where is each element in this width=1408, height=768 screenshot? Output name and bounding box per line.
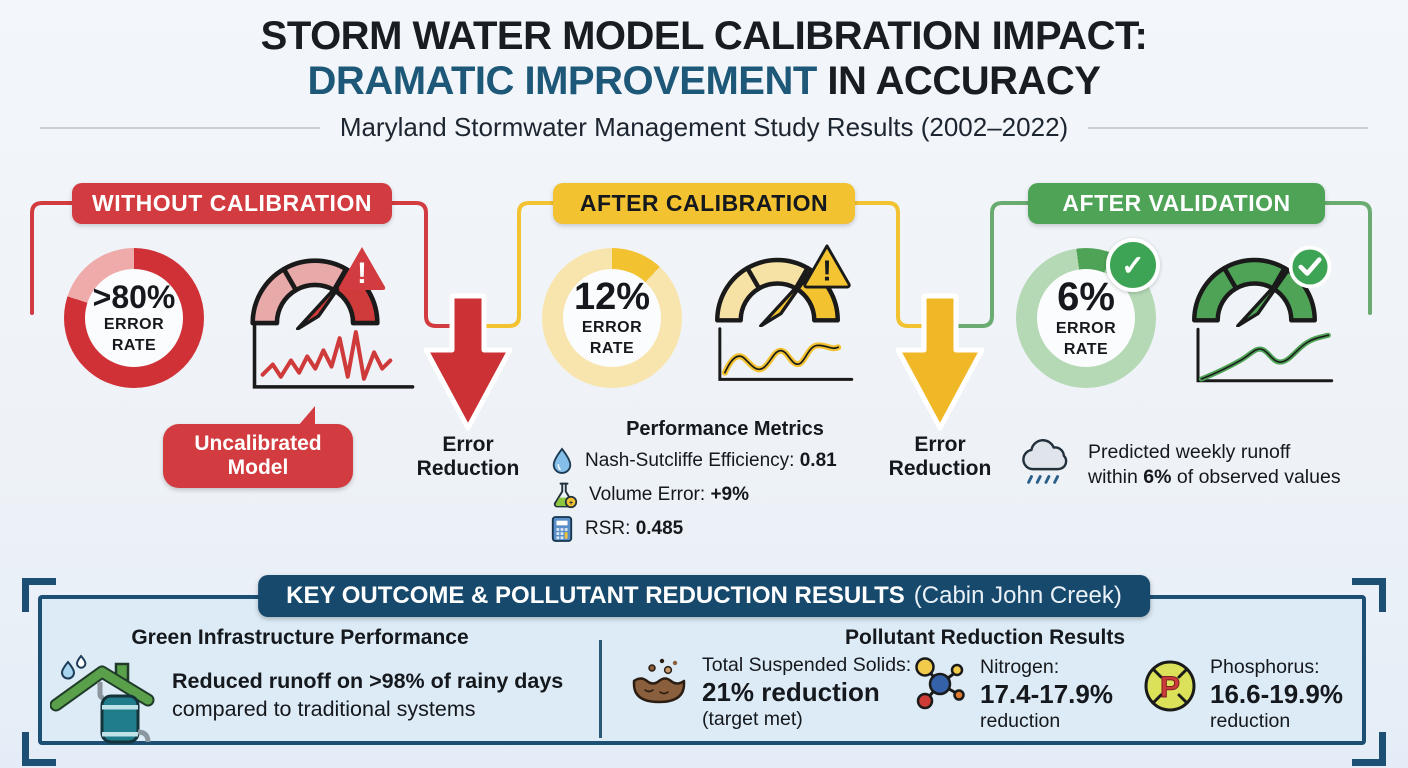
metrics-title: Performance Metrics: [626, 418, 824, 440]
warning-icon: !: [803, 244, 851, 289]
green-infrastructure-title: Green Infrastructure Performance: [131, 626, 469, 649]
panel-header-after-validation: AFTER VALIDATION: [1028, 183, 1325, 224]
panel-header-after-calibration: AFTER CALIBRATION: [553, 183, 855, 224]
calculator-icon: [551, 516, 573, 542]
corner-bracket: [1352, 732, 1386, 766]
svg-text:P: P: [1160, 671, 1180, 704]
validation-note-text: Predicted weekly runoff within 6% of obs…: [1088, 441, 1341, 489]
green-infrastructure-text: Reduced runoff on >98% of rainy days com…: [172, 669, 564, 721]
sediment-icon: [632, 658, 686, 704]
svg-text:!: !: [357, 257, 367, 290]
divider-line-right: [1088, 126, 1368, 129]
subtitle: Maryland Stormwater Management Study Res…: [339, 112, 1069, 142]
warning-icon: !: [338, 247, 386, 290]
metric-nash-sutcliffe: Nash-Sutcliffe Efficiency: 0.81: [550, 447, 900, 475]
divider-line-left: [40, 126, 320, 129]
error-rate-value: 12%: [573, 276, 651, 319]
rain-cloud-icon: [1022, 439, 1068, 484]
corner-bracket: [22, 578, 56, 612]
svg-text:+: +: [569, 500, 573, 507]
error-reduction-label-1: Error Reduction: [416, 433, 520, 481]
metric-rsr: RSR: 0.485: [550, 515, 900, 543]
title-line2: DRAMATIC IMPROVEMENT IN ACCURACY: [0, 59, 1408, 104]
flask-icon: +: [553, 482, 578, 509]
error-reduction-label-2: Error Reduction: [888, 433, 992, 481]
noisy-line-chart-icon: [252, 324, 415, 389]
page-title: STORM WATER MODEL CALIBRATION IMPACT: DR…: [0, 14, 1408, 104]
corner-bracket: [22, 732, 56, 766]
error-rate-label: ERROR: [581, 319, 643, 337]
rain-barrel-icon: [50, 654, 155, 744]
error-rate-value: 6%: [1057, 275, 1115, 320]
title-rest: IN ACCURACY: [816, 58, 1101, 103]
metric-volume-error: + Volume Error: +9%: [550, 481, 900, 509]
banner-title: KEY OUTCOME & POLLUTANT REDUCTION RESULT…: [286, 582, 905, 609]
pollutant-item-tss: Total Suspended Solids: 21% reduction (t…: [628, 654, 911, 731]
title-line1: STORM WATER MODEL CALIBRATION IMPACT:: [260, 14, 1148, 58]
validation-note: Predicted weekly runoff within 6% of obs…: [1016, 436, 1401, 492]
title-highlight: DRAMATIC IMPROVEMENT: [307, 58, 818, 103]
error-reduction-arrow-yellow: [895, 293, 985, 431]
error-rate-label: ERROR: [1055, 320, 1117, 338]
panel-header-without-calibration: WITHOUT CALIBRATION: [72, 183, 392, 224]
check-icon: [1288, 245, 1332, 289]
pollutant-results-title: Pollutant Reduction Results: [844, 626, 1125, 649]
gauge-icon-green: [1192, 257, 1317, 327]
phosphorus-icon: P: [1144, 660, 1196, 712]
callout-line1: Uncalibrated: [194, 431, 322, 455]
section-divider: [599, 640, 602, 738]
corner-bracket: [1352, 578, 1386, 612]
error-rate-label: RATE: [589, 340, 635, 357]
banner-subtitle: (Cabin John Creek): [913, 582, 1122, 609]
pollutant-item-phosphorus: P Phosphorus: 16.6-19.9% reduction: [1142, 656, 1343, 733]
error-rate-label: ERROR: [103, 316, 165, 334]
molecule-icon: [915, 657, 965, 710]
water-drop-icon: [552, 447, 572, 474]
error-rate-label: RATE: [111, 337, 157, 354]
check-icon: ✓: [1106, 238, 1160, 292]
key-outcome-banner: KEY OUTCOME & POLLUTANT REDUCTION RESULT…: [258, 575, 1150, 617]
uncalibrated-model-callout: Uncalibrated Model: [163, 406, 353, 488]
callout-line2: Model: [227, 456, 289, 479]
svg-text:!: !: [822, 255, 832, 287]
error-rate-label: RATE: [1063, 341, 1109, 358]
error-reduction-arrow-red: [423, 293, 513, 431]
error-rate-donut-uncalibrated: >80% ERROR RATE: [64, 248, 204, 388]
error-rate-donut-calibrated: 12% ERROR RATE: [542, 248, 682, 388]
error-rate-value: >80%: [92, 279, 176, 316]
subtitle-row: Maryland Stormwater Management Study Res…: [40, 112, 1368, 143]
wavy-line-chart-icon: [718, 327, 854, 381]
rising-line-chart-icon: [1196, 327, 1334, 383]
pollutant-item-nitrogen: Nitrogen: 17.4-17.9% reduction: [912, 656, 1113, 733]
performance-metrics: Performance Metrics Nash-Sutcliffe Effic…: [550, 418, 900, 549]
